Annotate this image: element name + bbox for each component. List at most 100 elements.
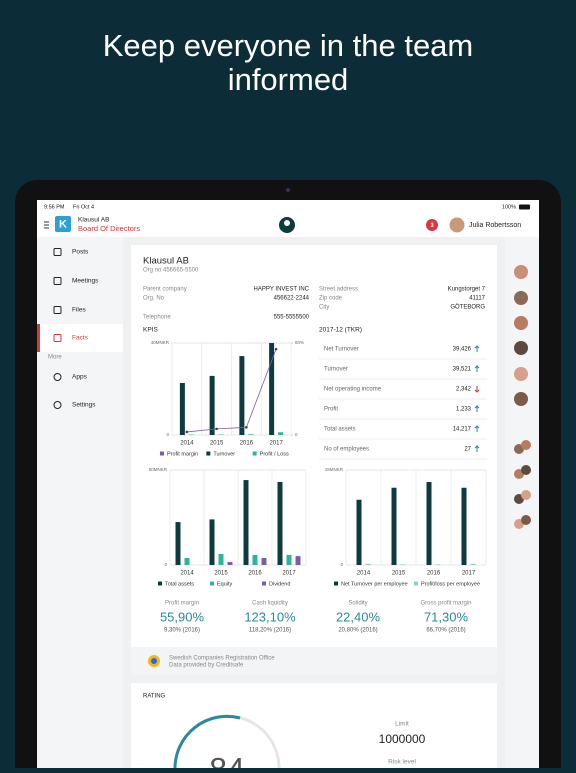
member-avatar[interactable] <box>514 291 528 305</box>
bar <box>278 482 283 565</box>
bar <box>228 562 233 565</box>
y-tick-label: 50MNKR <box>149 467 168 472</box>
bar <box>296 556 301 565</box>
bar <box>392 488 397 565</box>
member-avatar[interactable] <box>514 265 528 279</box>
table-label: Turnover <box>324 367 348 373</box>
legend-label: Profit/loss per employee <box>421 581 480 587</box>
detail-value: HAPPY INVEST INC <box>254 287 310 293</box>
x-tick-label: 2017 <box>462 571 476 577</box>
x-tick-label: 2014 <box>180 441 194 447</box>
ratio-previous: 118,20% (2016) <box>249 628 291 634</box>
ratio-title: Gross profit margin <box>420 601 471 607</box>
legend-label: Dividend <box>269 581 290 587</box>
sidebar-item[interactable]: Facts <box>72 335 89 342</box>
status-date: Fri Oct 4 <box>73 204 94 210</box>
member-avatar[interactable] <box>514 316 528 330</box>
source-text: Swedish Companies Registration Office <box>169 656 275 662</box>
table-value: 14,217 <box>453 427 472 433</box>
status-battery: 100% <box>502 204 516 210</box>
legend-swatch <box>334 582 338 586</box>
legend-swatch <box>414 582 418 586</box>
org-number: Org no 456665-5500 <box>143 268 199 274</box>
limit-value: 1000000 <box>379 732 426 746</box>
sidebar-item[interactable]: Settings <box>72 402 96 409</box>
y-tick-label: 40MNKR <box>151 340 170 345</box>
x-tick-label: 2015 <box>214 571 228 577</box>
bar <box>176 522 181 565</box>
group-avatar[interactable] <box>521 515 531 525</box>
sidebar-item[interactable]: Files <box>72 307 86 314</box>
detail-value: GÖTEBORG <box>450 304 485 311</box>
detail-value: 41117 <box>469 296 485 302</box>
x-tick-label: 2017 <box>282 571 296 577</box>
bar <box>366 564 371 565</box>
bar <box>401 564 406 565</box>
ratio-previous: 66,70% (2016) <box>426 628 465 634</box>
legend-label: Profit margin <box>167 451 198 457</box>
ratio-value: 55,90% <box>160 609 205 624</box>
member-avatar[interactable] <box>514 392 528 406</box>
bar <box>471 564 476 565</box>
table-title: 2017-12 (TKR) <box>319 327 362 334</box>
ratio-title: Solidity <box>348 601 367 607</box>
group-avatar[interactable] <box>521 490 531 500</box>
bar <box>436 564 441 565</box>
bar <box>210 519 215 565</box>
table-value: 27 <box>464 447 471 453</box>
member-avatar[interactable] <box>514 341 528 355</box>
ratio-title: Cash liquidity <box>252 601 288 607</box>
detail-value: 555-5555500 <box>274 315 310 321</box>
detail-label: Org. No <box>143 296 165 302</box>
bar <box>462 488 467 565</box>
line-point <box>245 426 248 429</box>
legend-label: Turnover <box>213 451 235 457</box>
x-tick-label: 2014 <box>357 571 371 577</box>
sidebar-item[interactable]: Apps <box>72 374 88 381</box>
member-avatar[interactable] <box>514 367 528 381</box>
detail-label: Parent company <box>143 287 187 293</box>
source-logo-center <box>151 658 157 664</box>
x-tick-label: 2017 <box>269 441 283 447</box>
bar <box>253 555 258 565</box>
bar <box>262 558 267 565</box>
x-tick-label: 2014 <box>180 571 194 577</box>
ratio-value: 22,40% <box>336 609 381 624</box>
legend-label: Net Turnover per employee <box>341 581 408 587</box>
ratio-title: Profit margin <box>165 601 199 607</box>
headline: Keep everyone in the team <box>103 28 474 63</box>
legend-swatch <box>210 582 214 586</box>
legend-swatch <box>206 452 210 456</box>
x-tick-label: 2016 <box>427 571 441 577</box>
bar <box>180 383 185 435</box>
sidebar-item[interactable]: Posts <box>72 249 89 256</box>
bar <box>219 554 224 565</box>
user-avatar[interactable] <box>450 218 465 233</box>
bar <box>427 482 432 565</box>
sidebar-item[interactable]: Meetings <box>72 278 99 285</box>
group-avatar-head <box>284 220 290 226</box>
table-label: Profit <box>324 407 338 413</box>
detail-label: City <box>319 305 329 311</box>
y-tick-label: 15MNKR <box>325 467 344 472</box>
header-board: Board Of Directors <box>78 224 140 233</box>
group-avatar[interactable] <box>521 440 531 450</box>
x-tick-label: 2016 <box>240 441 254 447</box>
source-text: Data provided by Creditsafe <box>169 663 244 669</box>
sidebar-active-bar <box>37 324 40 352</box>
bar <box>239 356 244 435</box>
detail-label: Zip code <box>319 296 343 302</box>
x-tick-label: 2016 <box>248 571 262 577</box>
ratio-value: 71,30% <box>424 609 469 624</box>
bar <box>185 558 190 565</box>
x-tick-label: 2015 <box>210 441 224 447</box>
headline: informed <box>228 62 349 97</box>
camera <box>286 188 290 192</box>
bar <box>248 434 253 435</box>
rating-card <box>131 683 497 768</box>
group-avatar[interactable] <box>521 465 531 475</box>
legend-label: Profit / Loss <box>260 451 289 457</box>
legend-swatch <box>158 582 162 586</box>
